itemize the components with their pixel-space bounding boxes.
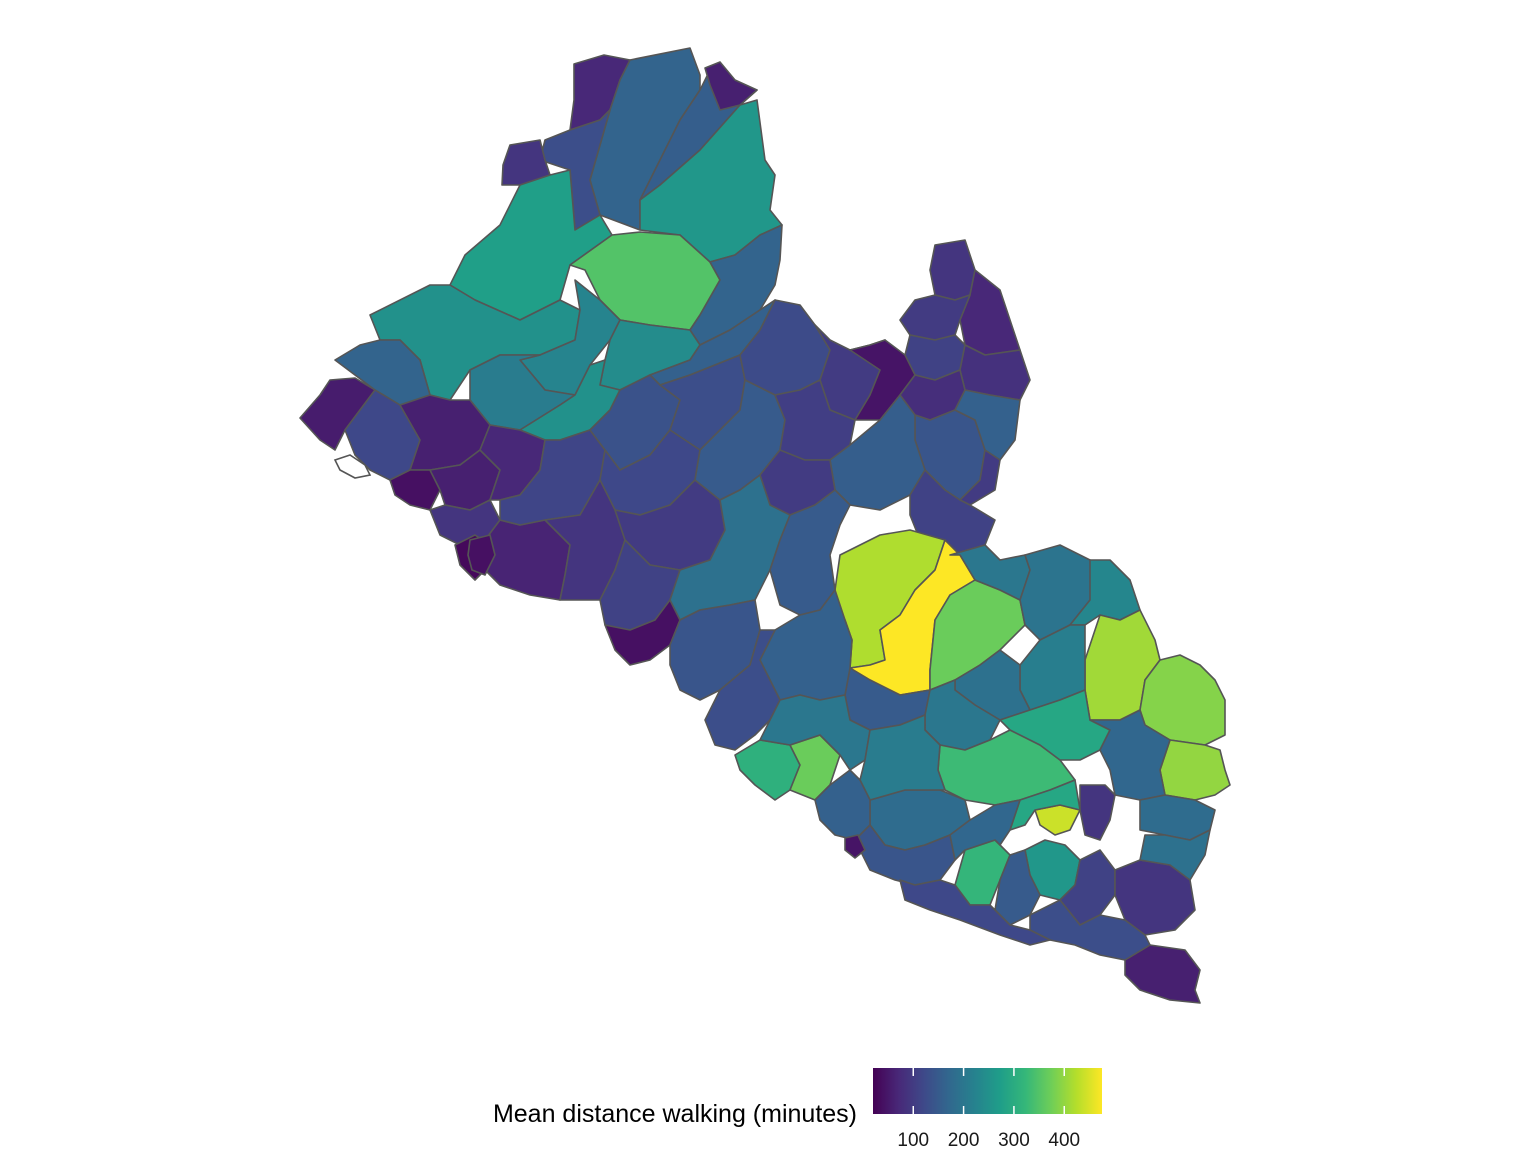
region-polygon [449,169,613,321]
region-polygons [299,47,1231,1004]
region-polygon [759,694,871,771]
region-polygon [949,799,1021,861]
region-polygon [1034,804,1081,836]
region-polygon [704,61,758,111]
region-polygon [859,714,946,801]
legend-tick-label: 400 [1048,1130,1080,1151]
region-polygon [1124,944,1201,1004]
legend-ticks: 100 200 300 400 [897,1068,1080,1151]
region-polygon [899,294,971,341]
color-legend: Mean distance walking (minutes) 100 200 30… [493,1068,1102,1151]
legend-tick-label: 300 [998,1130,1030,1151]
region-polygon [814,769,871,841]
region-polygon [844,834,866,859]
region-polygon [1139,829,1211,881]
region-polygon [899,879,1051,946]
region-polygon [1079,784,1116,841]
region-polygon [929,239,976,301]
region-polygon [467,534,496,576]
colorbar [873,1068,1102,1114]
legend-title: Mean distance walking (minutes) [493,1100,857,1128]
region-polygon [734,739,801,801]
region-polygon [1139,654,1226,746]
region-polygon [929,579,1026,691]
region-polygon [389,469,441,511]
lake-shape [333,454,372,479]
legend-tick-label: 100 [897,1130,929,1151]
legend-tick-label: 200 [948,1130,980,1151]
region-polygon [1159,739,1231,801]
region-polygon [1009,779,1081,831]
